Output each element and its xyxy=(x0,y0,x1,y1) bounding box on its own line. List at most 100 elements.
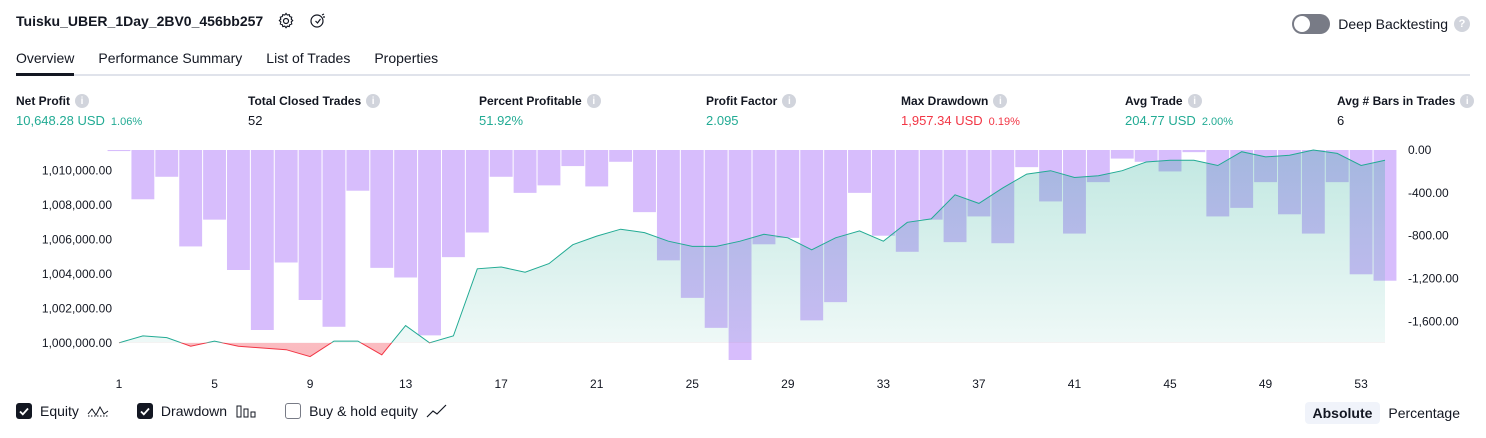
drawdown-bar xyxy=(633,150,656,213)
right-axis-tick-label: 0.00 xyxy=(1408,143,1432,157)
tab-list-of-trades[interactable]: List of Trades xyxy=(266,50,351,66)
drawdown-bar xyxy=(203,150,226,220)
drawdown-bar xyxy=(513,150,537,193)
right-axis-tick-label: -800.00 xyxy=(1408,229,1449,243)
x-axis-tick-label: 49 xyxy=(1259,377,1273,391)
metric-value: 10,648.28 USD xyxy=(16,113,105,128)
drawdown-bar xyxy=(609,150,633,162)
drawdown-bar xyxy=(179,150,203,247)
buy-hold-label: Buy & hold equity xyxy=(309,403,419,419)
drawdown-bar xyxy=(131,150,155,200)
drawdown-bar xyxy=(919,150,943,220)
info-icon[interactable]: i xyxy=(782,94,797,108)
x-axis-tick-label: 33 xyxy=(877,377,891,391)
x-axis-tick-label: 41 xyxy=(1068,377,1082,391)
x-axis-tick-label: 13 xyxy=(399,377,413,391)
info-icon[interactable]: i xyxy=(1460,94,1475,108)
x-axis-tick-label: 5 xyxy=(211,377,218,391)
drawdown-bar xyxy=(848,150,871,193)
metric-label: Profit Factor xyxy=(706,94,778,108)
drawdown-bar xyxy=(537,150,561,186)
drawdown-bar xyxy=(561,150,585,167)
drawdown-bar xyxy=(418,150,441,336)
drawdown-bar xyxy=(107,150,131,152)
drawdown-bar xyxy=(1015,150,1039,168)
x-axis-tick-label: 21 xyxy=(590,377,604,391)
drawdown-bar xyxy=(656,150,680,261)
info-icon[interactable]: i xyxy=(993,94,1008,108)
drawdown-bar xyxy=(1134,150,1158,162)
metric-label: Total Closed Trades xyxy=(248,94,362,108)
drawdown-bar xyxy=(1110,150,1134,159)
metric-sub: 2.00% xyxy=(1201,116,1234,128)
tab-properties[interactable]: Properties xyxy=(374,50,439,66)
drawdown-label: Drawdown xyxy=(160,403,228,419)
drawdown-bar xyxy=(322,150,346,327)
equity-checkbox[interactable] xyxy=(16,403,32,419)
drawdown-checkbox[interactable] xyxy=(136,403,153,419)
x-axis-tick-label: 1 xyxy=(116,377,123,391)
buy-hold-line-icon xyxy=(426,404,447,418)
left-axis-tick-label: 1,004,000.00 xyxy=(42,267,112,281)
x-axis-tick-label: 9 xyxy=(307,377,314,391)
left-axis-tick-label: 1,010,000.00 xyxy=(42,164,112,178)
drawdown-bar xyxy=(441,150,465,258)
deep-backtesting-toggle[interactable] xyxy=(1292,14,1331,34)
info-icon[interactable]: i xyxy=(366,94,381,108)
info-icon[interactable]: i xyxy=(75,94,89,108)
info-icon[interactable]: i xyxy=(1187,94,1202,108)
x-axis-tick-label: 25 xyxy=(686,377,700,391)
drawdown-bar xyxy=(871,150,895,236)
metric-value: 51.92% xyxy=(479,113,524,128)
x-axis-tick-label: 53 xyxy=(1354,377,1368,391)
metric-value: 52 xyxy=(248,113,263,128)
tab-performance-summary[interactable]: Performance Summary xyxy=(98,50,243,66)
equity-area-positive xyxy=(119,150,1385,343)
drawdown-bar xyxy=(752,150,776,245)
value-mode-switch: Absolute Percentage xyxy=(1304,402,1469,424)
equity-label: Equity xyxy=(40,403,79,419)
metric-label: Avg # Bars in Trades xyxy=(1337,94,1456,108)
metric-sub: 1.06% xyxy=(110,116,143,128)
drawdown-bar xyxy=(274,150,298,263)
x-axis-tick-label: 17 xyxy=(495,377,509,391)
left-axis-tick-label: 1,002,000.00 xyxy=(42,301,112,315)
drawdown-bars-icon xyxy=(236,405,256,418)
drawdown-bar xyxy=(250,150,274,330)
metric-net-profit: Net Profit i 10,648.28 USD 1.06% xyxy=(16,94,142,128)
metric-max-drawdown: Max Drawdown i 1,957.34 USD 0.19% xyxy=(901,94,1020,128)
legend-buy-hold[interactable]: Buy & hold equity xyxy=(285,403,448,419)
drawdown-bar xyxy=(489,150,513,177)
settings-icon[interactable] xyxy=(277,12,295,30)
metric-value: 6 xyxy=(1337,113,1345,128)
drawdown-bar xyxy=(776,150,800,238)
info-icon[interactable]: i xyxy=(586,94,601,108)
legend-equity[interactable]: Equity xyxy=(16,403,109,419)
drawdown-bar xyxy=(465,150,489,233)
x-axis-tick-label: 29 xyxy=(781,377,795,391)
source-code-icon[interactable] xyxy=(309,12,327,30)
tab-overview[interactable]: Overview xyxy=(16,48,75,76)
buy-hold-checkbox[interactable] xyxy=(285,403,302,419)
legend-drawdown[interactable]: Drawdown xyxy=(136,403,257,419)
absolute-mode-button[interactable]: Absolute xyxy=(1304,402,1381,424)
drawdown-bar xyxy=(370,150,394,268)
equity-area-negative xyxy=(119,342,1385,357)
help-icon[interactable]: ? xyxy=(1454,16,1470,32)
x-axis-tick-label: 45 xyxy=(1163,377,1177,391)
metric-value: 204.77 USD xyxy=(1125,113,1196,128)
right-axis-tick-label: -1,200.00 xyxy=(1408,272,1459,286)
drawdown-bar xyxy=(1182,150,1206,153)
right-axis-tick-label: -1,600.00 xyxy=(1408,314,1459,328)
metric-label: Avg Trade xyxy=(1125,94,1183,108)
percentage-mode-button[interactable]: Percentage xyxy=(1388,405,1460,421)
metric-label: Percent Profitable xyxy=(479,94,582,108)
drawdown-bar xyxy=(298,150,322,300)
x-axis-tick-label: 37 xyxy=(972,377,986,391)
equity-line-icon xyxy=(87,405,109,417)
metric-label: Net Profit xyxy=(16,94,70,108)
equity-line-negative xyxy=(118,342,432,358)
left-axis-tick-label: 1,006,000.00 xyxy=(42,233,112,247)
strategy-title: Tuisku_UBER_1Day_2BV0_456bb257 xyxy=(16,13,264,29)
